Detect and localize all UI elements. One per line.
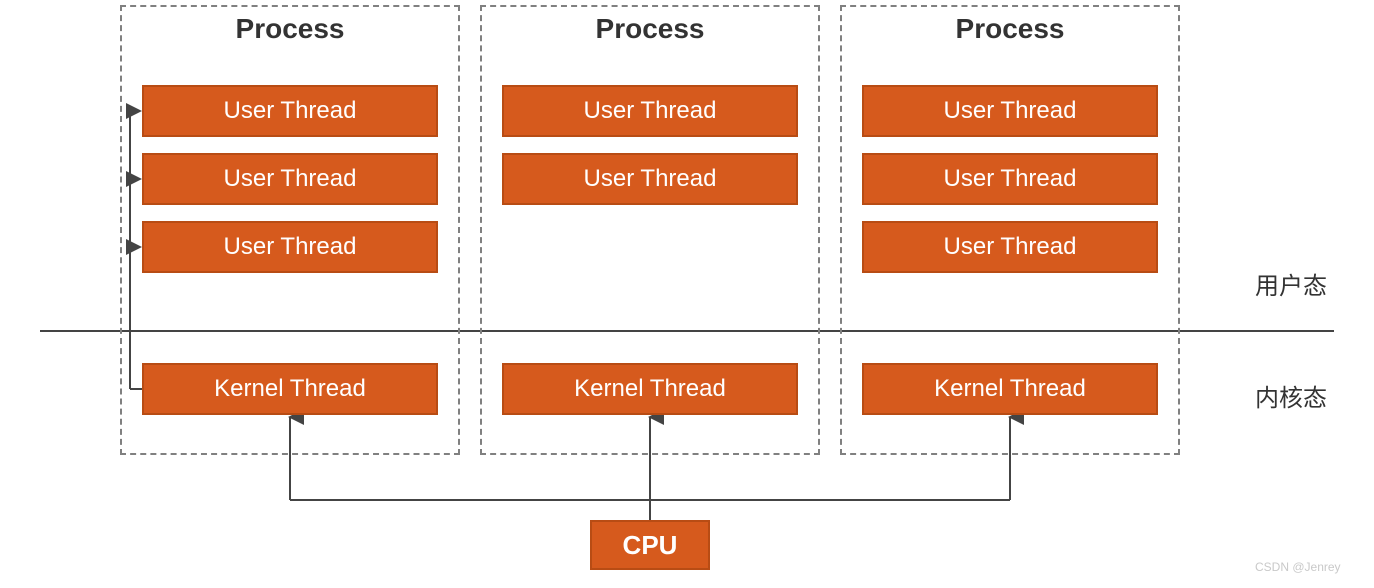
user-thread-block: User Thread bbox=[502, 85, 798, 137]
kernel-thread-label: Kernel Thread bbox=[214, 375, 366, 403]
user-thread-block: User Thread bbox=[862, 153, 1158, 205]
user-thread-label: User Thread bbox=[944, 233, 1077, 261]
kernel-thread-label: Kernel Thread bbox=[934, 375, 1086, 403]
cpu-label: CPU bbox=[623, 530, 678, 561]
user-thread-block: User Thread bbox=[862, 85, 1158, 137]
kernel-thread-block: Kernel Thread bbox=[502, 363, 798, 415]
cpu-block: CPU bbox=[590, 520, 710, 570]
diagram-stage: { "canvas": { "width": 1374, "height": 5… bbox=[0, 0, 1374, 588]
user-thread-block: User Thread bbox=[862, 221, 1158, 273]
kernel-thread-block: Kernel Thread bbox=[142, 363, 438, 415]
process-title: Process bbox=[842, 13, 1178, 45]
user-thread-label: User Thread bbox=[224, 233, 357, 261]
user-thread-block: User Thread bbox=[142, 153, 438, 205]
user-thread-block: User Thread bbox=[502, 153, 798, 205]
user-thread-label: User Thread bbox=[944, 165, 1077, 193]
user-thread-label: User Thread bbox=[944, 97, 1077, 125]
user-thread-label: User Thread bbox=[224, 165, 357, 193]
kernel-thread-block: Kernel Thread bbox=[862, 363, 1158, 415]
process-title: Process bbox=[122, 13, 458, 45]
kernel-thread-label: Kernel Thread bbox=[574, 375, 726, 403]
user-thread-label: User Thread bbox=[224, 97, 357, 125]
user-thread-label: User Thread bbox=[584, 97, 717, 125]
user-thread-block: User Thread bbox=[142, 85, 438, 137]
user-thread-block: User Thread bbox=[142, 221, 438, 273]
watermark: CSDN @Jenrey bbox=[1255, 560, 1341, 574]
user-thread-label: User Thread bbox=[584, 165, 717, 193]
kernel-mode-label: 内核态 bbox=[1255, 378, 1327, 413]
process-title: Process bbox=[482, 13, 818, 45]
user-mode-label: 用户态 bbox=[1255, 266, 1327, 301]
